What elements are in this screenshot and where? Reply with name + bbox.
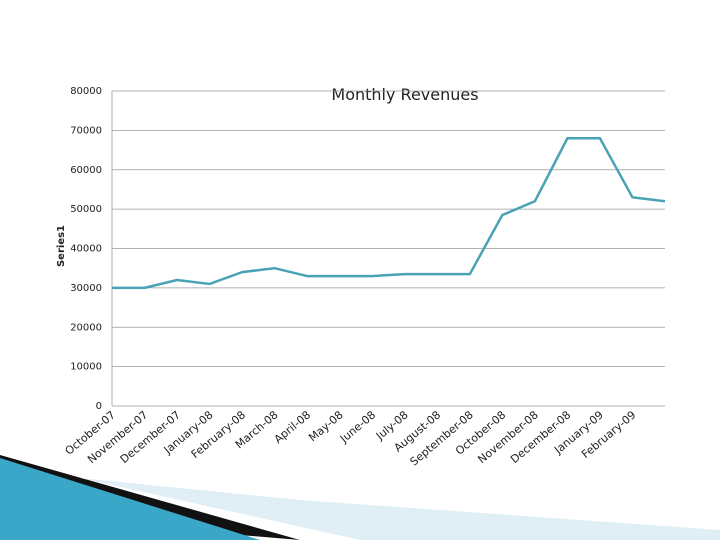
y-axis-label: Series1 <box>56 225 67 267</box>
decor-swoosh <box>0 455 300 540</box>
x-tick-label: April-08 <box>272 408 313 446</box>
y-tick-label: 80000 <box>70 86 102 97</box>
y-tick-label: 50000 <box>70 204 102 215</box>
y-tick-label: 60000 <box>70 165 102 176</box>
line-series <box>112 137 666 290</box>
y-tick-label: 10000 <box>70 362 102 373</box>
y-tick-label: 0 <box>96 401 102 412</box>
y-tick-label: 70000 <box>70 125 102 136</box>
decor-swoosh <box>80 478 720 540</box>
y-tick-label: 20000 <box>70 322 102 333</box>
decor-swoosh <box>0 458 260 540</box>
y-tick-label: 30000 <box>70 283 102 294</box>
x-tick-label: June-08 <box>337 408 378 446</box>
chart-title: Monthly Revenues <box>331 85 478 104</box>
y-tick-label: 40000 <box>70 244 102 255</box>
